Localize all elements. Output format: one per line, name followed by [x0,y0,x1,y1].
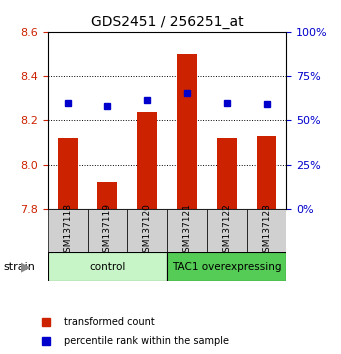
Bar [98,182,117,209]
Bar [247,209,286,253]
Text: GSM137121: GSM137121 [182,204,192,258]
Text: percentile rank within the sample: percentile rank within the sample [64,336,229,346]
Bar [177,54,197,209]
Text: GSM137123: GSM137123 [262,204,271,258]
Bar [207,209,247,253]
Text: TAC1 overexpressing: TAC1 overexpressing [172,262,282,272]
Text: control: control [89,262,125,272]
Bar [256,136,277,209]
Text: transformed count: transformed count [64,318,154,327]
Title: GDS2451 / 256251_at: GDS2451 / 256251_at [91,16,243,29]
Text: GSM137120: GSM137120 [143,204,152,258]
Text: strain: strain [3,262,35,272]
Bar [167,252,286,281]
Bar [137,112,157,209]
Text: GSM137118: GSM137118 [63,204,72,258]
Bar [217,138,237,209]
Bar [48,209,88,253]
Text: GSM137122: GSM137122 [222,204,231,258]
Bar [127,209,167,253]
Bar [48,252,167,281]
Text: GSM137119: GSM137119 [103,204,112,258]
Bar [58,138,77,209]
Bar [88,209,127,253]
Bar [167,209,207,253]
Text: ▶: ▶ [21,261,30,273]
